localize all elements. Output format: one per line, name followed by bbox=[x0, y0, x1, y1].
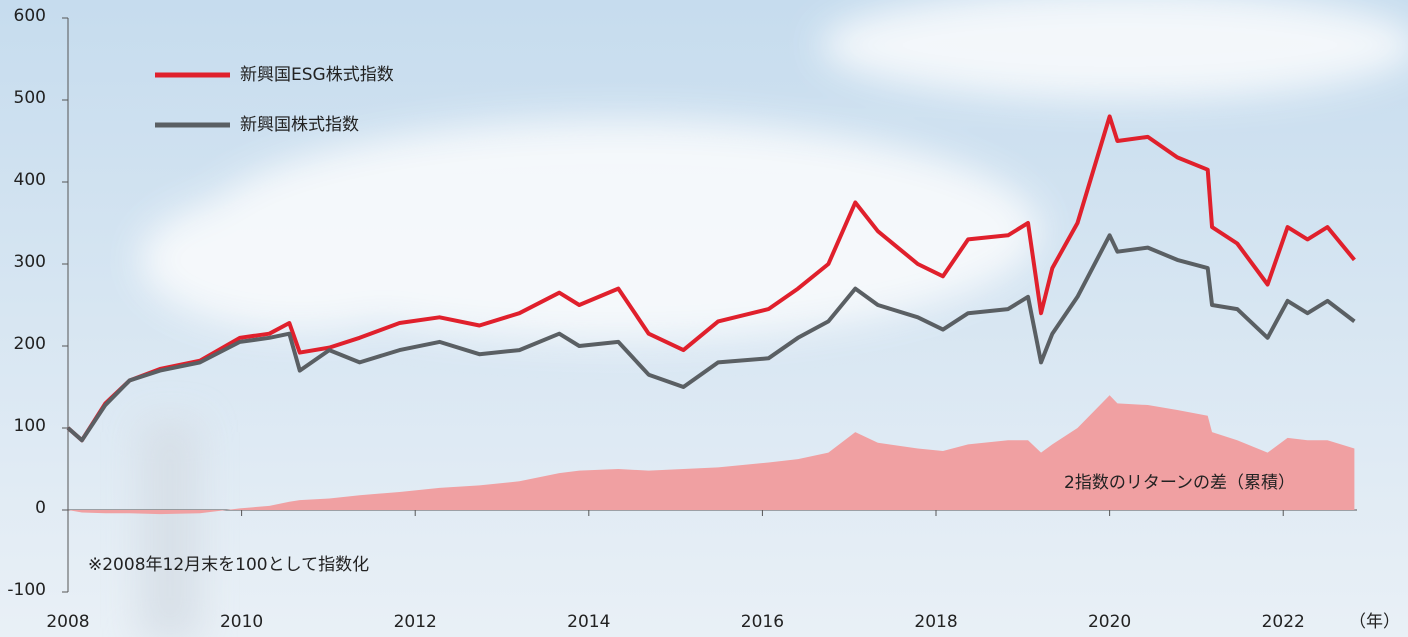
area-label: 2指数のリターンの差（累積） bbox=[1064, 473, 1295, 493]
y-tick-label: -100 bbox=[7, 580, 46, 600]
x-tick-label: 2020 bbox=[1088, 612, 1131, 632]
x-tick-label: 2010 bbox=[220, 612, 263, 632]
y-tick-label: 600 bbox=[14, 6, 46, 26]
y-tick-label: 200 bbox=[14, 334, 46, 354]
x-tick-label: 2016 bbox=[741, 612, 784, 632]
x-tick-label: 2022 bbox=[1262, 612, 1305, 632]
x-tick-label: 2014 bbox=[567, 612, 610, 632]
x-tick-label: 2018 bbox=[914, 612, 957, 632]
y-tick-label: 500 bbox=[14, 88, 46, 108]
chart: （年） ※2008年12月末を100として指数化 -100 0 100 200 300 4… bbox=[0, 0, 1408, 637]
x-unit: （年） bbox=[1349, 612, 1400, 632]
y-tick-label: 0 bbox=[35, 498, 46, 518]
y-tick-label: 400 bbox=[14, 170, 46, 190]
x-tick-label: 2008 bbox=[46, 612, 89, 632]
y-tick-label: 100 bbox=[14, 416, 46, 436]
y-tick-label: 300 bbox=[14, 252, 46, 272]
note: ※2008年12月末を100として指数化 bbox=[88, 555, 369, 575]
x-tick-label: 2012 bbox=[394, 612, 437, 632]
legend-label: 新興国株式指数 bbox=[240, 115, 359, 135]
legend-label: 新興国ESG株式指数 bbox=[240, 65, 394, 85]
